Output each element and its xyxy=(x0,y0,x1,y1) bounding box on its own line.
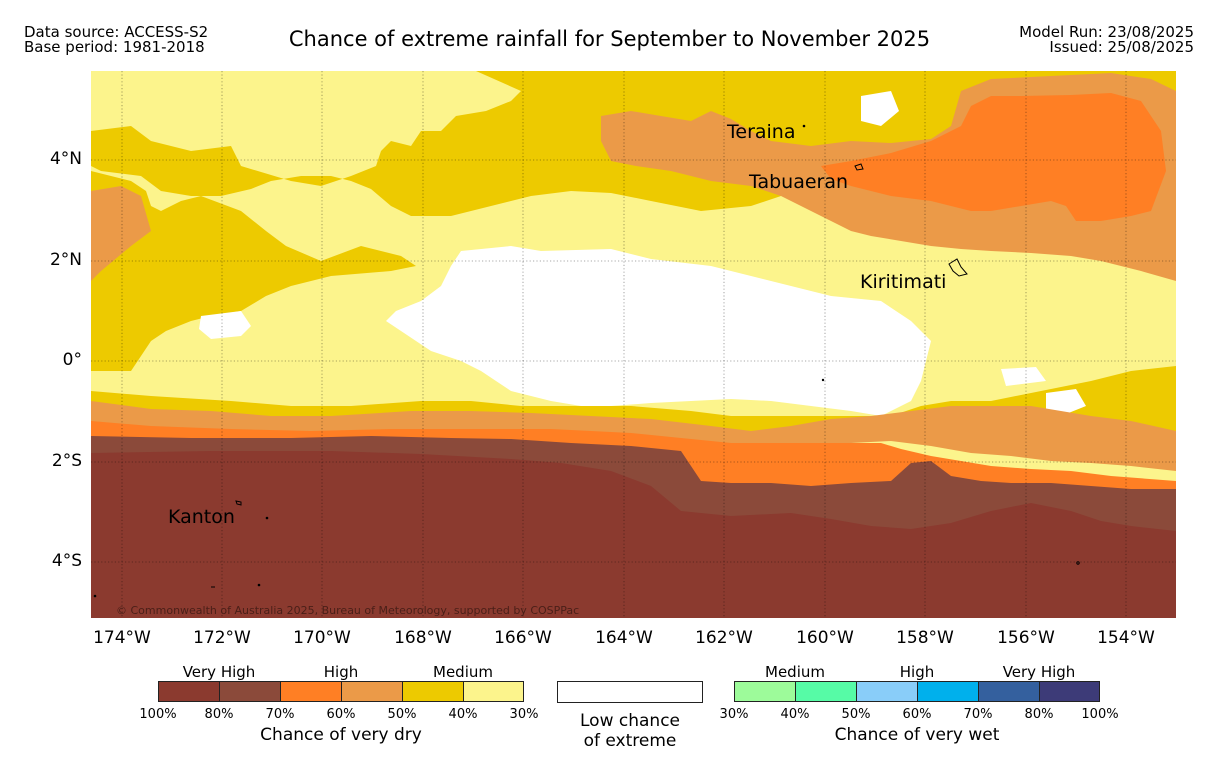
legend-swatch xyxy=(795,681,857,702)
legend-tick: 70% xyxy=(963,707,993,722)
legend-tick: 60% xyxy=(326,707,356,722)
island-dot-b xyxy=(821,378,825,382)
zone-low-chance xyxy=(386,246,931,416)
legend-swatch xyxy=(917,681,979,702)
map-title: Chance of extreme rainfall for September… xyxy=(288,27,931,51)
legend-dry-title: Chance of very dry xyxy=(260,725,422,745)
lat-label: 0° xyxy=(62,350,82,370)
island-dot-a xyxy=(802,124,806,128)
legend-dry-header-high: High xyxy=(323,663,359,681)
zone-low-patch-d xyxy=(861,91,899,126)
zone-high-dark-north xyxy=(821,93,1166,221)
issued-date-text: Issued: 25/08/2025 xyxy=(1049,38,1194,56)
legend-low-chance-line2: of extreme xyxy=(583,731,677,751)
legend-tick: 100% xyxy=(139,707,177,722)
lat-label: 2°N xyxy=(49,250,82,270)
lon-label: 160°W xyxy=(796,628,854,648)
island-kiritimati xyxy=(948,258,968,277)
zone-low-patch-b xyxy=(1001,367,1046,386)
legend-tick: 40% xyxy=(780,707,810,722)
zone-medium-gold-west xyxy=(91,171,416,371)
model-run-text: Model Run: 23/08/2025 xyxy=(1019,23,1194,41)
legend-swatch xyxy=(280,681,342,702)
legend-low-chance-text: Low chance of extreme xyxy=(557,711,703,751)
legend-swatch-low-chance xyxy=(557,681,703,703)
lon-label: 162°W xyxy=(695,628,753,648)
legend-swatch xyxy=(158,681,220,702)
lon-label: 166°W xyxy=(494,628,552,648)
legend-tick: 100% xyxy=(1081,707,1119,722)
zone-low-patch-c xyxy=(1046,389,1086,416)
lon-label: 158°W xyxy=(896,628,954,648)
legend-tick: 30% xyxy=(509,707,539,722)
island-dot-f xyxy=(1076,561,1080,565)
legend-tick: 70% xyxy=(265,707,295,722)
legend-swatch xyxy=(978,681,1040,702)
lon-label: 154°W xyxy=(1097,628,1155,648)
base-period-text: Base period: 1981-2018 xyxy=(24,38,205,56)
legend-wet-title: Chance of very wet xyxy=(834,725,1000,745)
zone-very-high-80-100 xyxy=(91,451,1176,618)
legend-tick: 80% xyxy=(1024,707,1054,722)
data-source-text: Data source: ACCESS-S2 xyxy=(24,23,209,41)
legend-swatch xyxy=(341,681,403,702)
legend-tick: 40% xyxy=(448,707,478,722)
legend-wet-header-high: High xyxy=(899,663,935,681)
legend-wet-header-very-high: Very High xyxy=(1002,663,1076,681)
legend-swatch xyxy=(402,681,464,702)
place-label-teraina: Teraina xyxy=(727,121,796,143)
zone-low-patch-a xyxy=(199,311,251,339)
lon-label: 168°W xyxy=(394,628,452,648)
legend-tick: 50% xyxy=(387,707,417,722)
island-dot-g xyxy=(93,594,97,598)
legend-swatch xyxy=(1039,681,1100,702)
island-outlines xyxy=(93,124,1080,598)
legend-tick: 80% xyxy=(204,707,234,722)
legend-dry-header-very-high: Very High xyxy=(182,663,256,681)
legend-swatch xyxy=(463,681,524,702)
lon-label: 172°W xyxy=(193,628,251,648)
legend-tick: 30% xyxy=(719,707,749,722)
copyright-notice: © Commonwealth of Australia 2025, Bureau… xyxy=(116,604,580,617)
legend-low-chance-line1: Low chance xyxy=(580,711,680,731)
legend-swatch xyxy=(219,681,281,702)
lon-label: 170°W xyxy=(293,628,351,648)
legend-tick: 50% xyxy=(841,707,871,722)
legend-dry-header-medium: Medium xyxy=(433,663,493,681)
rainfall-map xyxy=(91,71,1176,618)
island-tabuaeran xyxy=(854,163,864,171)
data-source-block: Data source: ACCESS-S2 Base period: 1981… xyxy=(24,25,208,55)
graticule xyxy=(91,71,1176,618)
lat-label: 4°N xyxy=(49,149,82,169)
place-label-tabuaeran: Tabuaeran xyxy=(749,171,849,193)
place-label-kanton: Kanton xyxy=(168,506,235,528)
lat-label: 2°S xyxy=(51,451,82,471)
island-kanton xyxy=(235,500,242,506)
island-dot-e xyxy=(257,583,261,587)
legend-swatch xyxy=(856,681,918,702)
model-run-block: Model Run: 23/08/2025 Issued: 25/08/2025 xyxy=(1019,25,1194,55)
legend-tick: 60% xyxy=(902,707,932,722)
island-dot-c xyxy=(265,516,269,520)
lon-label: 156°W xyxy=(997,628,1055,648)
lon-label: 164°W xyxy=(595,628,653,648)
lat-label: 4°S xyxy=(51,551,82,571)
zone-high-light-west xyxy=(91,186,151,281)
legend-wet-header-medium: Medium xyxy=(765,663,825,681)
lon-label: 174°W xyxy=(93,628,151,648)
place-label-kiritimati: Kiritimati xyxy=(860,271,947,293)
legend-swatch xyxy=(734,681,796,702)
map-panel xyxy=(91,71,1176,618)
